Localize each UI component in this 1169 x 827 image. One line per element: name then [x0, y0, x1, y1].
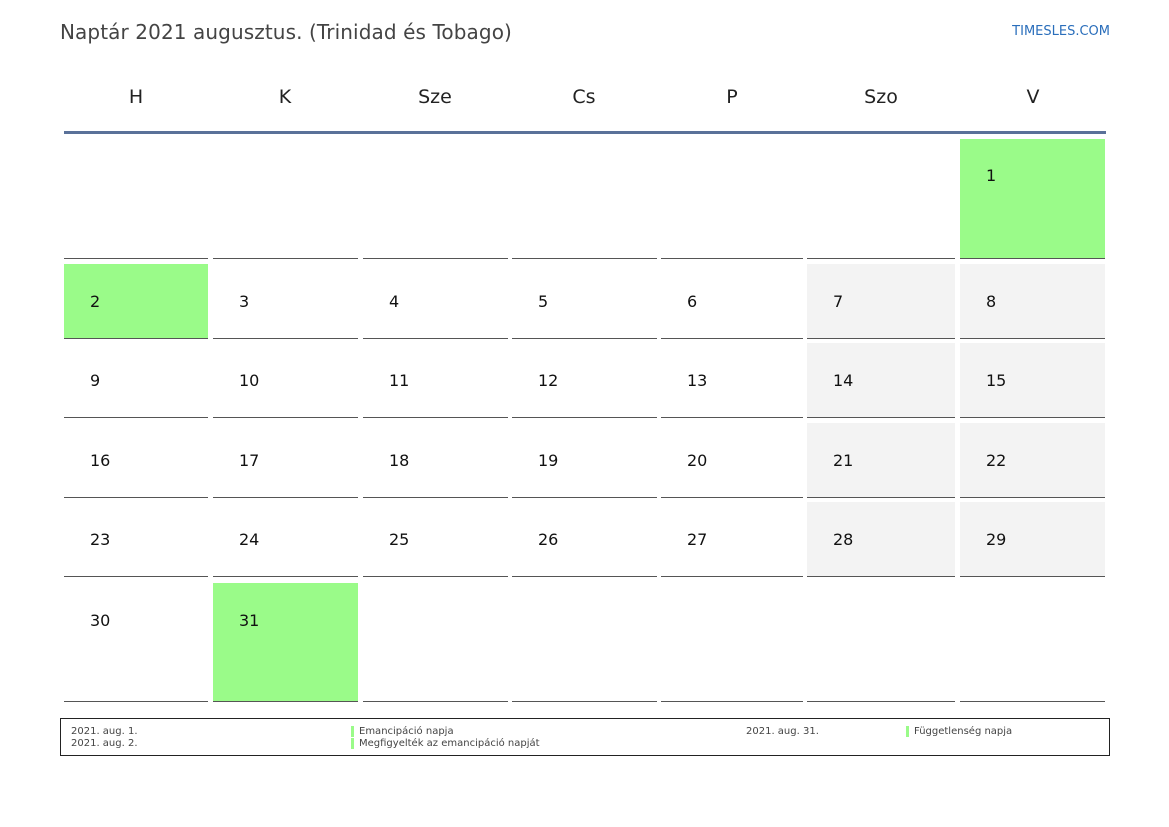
day-cell[interactable]: 3 [213, 264, 358, 339]
day-cell[interactable]: 12 [512, 343, 657, 418]
legend-date: 2021. aug. 31. [746, 726, 819, 737]
legend-holiday-name: Emancipáció napja [351, 726, 454, 737]
day-number: 5 [538, 292, 549, 311]
header-divider [64, 131, 1106, 134]
weekday-header: H K Sze Cs P Szo V [60, 86, 1109, 114]
empty-day-cell [213, 139, 358, 259]
day-number: 9 [90, 371, 101, 390]
day-number: 19 [538, 451, 559, 470]
day-cell[interactable]: 26 [512, 502, 657, 577]
day-number: 14 [833, 371, 854, 390]
legend-holiday-name: Megfigyelték az emancipáció napját [351, 738, 540, 749]
weekday-label: H [128, 86, 144, 108]
empty-day-cell [661, 139, 803, 259]
day-number: 29 [986, 530, 1007, 549]
day-number: 28 [833, 530, 854, 549]
day-number: 25 [389, 530, 410, 549]
day-number: 4 [389, 292, 400, 311]
empty-day-cell [363, 583, 508, 702]
empty-day-cell [960, 583, 1105, 702]
day-cell[interactable]: 27 [661, 502, 803, 577]
day-cell[interactable]: 11 [363, 343, 508, 418]
day-number: 6 [687, 292, 698, 311]
empty-day-cell [64, 139, 208, 259]
day-cell[interactable]: 13 [661, 343, 803, 418]
weekday-label: P [726, 86, 738, 108]
day-cell[interactable]: 10 [213, 343, 358, 418]
day-number: 22 [986, 451, 1007, 470]
empty-day-cell [661, 583, 803, 702]
weekday-label: Sze [418, 86, 452, 108]
weekday-label: Cs [572, 86, 596, 108]
empty-day-cell [363, 139, 508, 259]
empty-day-cell [512, 583, 657, 702]
day-cell[interactable]: 8 [960, 264, 1105, 339]
weekday-label: V [1026, 86, 1040, 108]
day-cell[interactable]: 21 [807, 423, 955, 498]
day-number: 26 [538, 530, 559, 549]
day-number: 11 [389, 371, 410, 390]
brand-link[interactable]: TIMESLES.COM [1012, 24, 1110, 39]
day-cell[interactable]: 17 [213, 423, 358, 498]
day-cell[interactable]: 7 [807, 264, 955, 339]
day-number: 30 [90, 611, 111, 630]
weekday-label: Szo [864, 86, 898, 108]
day-cell[interactable]: 15 [960, 343, 1105, 418]
day-number: 15 [986, 371, 1007, 390]
day-cell[interactable]: 30 [64, 583, 208, 702]
day-number: 27 [687, 530, 708, 549]
day-number: 20 [687, 451, 708, 470]
page-title: Naptár 2021 augusztus. (Trinidad és Toba… [60, 20, 512, 44]
day-number: 2 [90, 292, 101, 311]
holiday-legend: 2021. aug. 1. 2021. aug. 2. Emancipáció … [60, 718, 1110, 756]
weekday-label: K [278, 86, 292, 108]
day-number: 1 [986, 166, 997, 185]
empty-day-cell [807, 583, 955, 702]
day-number: 18 [389, 451, 410, 470]
day-cell[interactable]: 14 [807, 343, 955, 418]
day-cell[interactable]: 25 [363, 502, 508, 577]
day-cell[interactable]: 24 [213, 502, 358, 577]
day-cell[interactable]: 20 [661, 423, 803, 498]
day-cell[interactable]: 2 [64, 264, 208, 339]
day-cell[interactable]: 5 [512, 264, 657, 339]
legend-date: 2021. aug. 1. [71, 726, 138, 737]
day-number: 13 [687, 371, 708, 390]
day-cell[interactable]: 1 [960, 139, 1105, 259]
day-cell[interactable]: 6 [661, 264, 803, 339]
day-number: 17 [239, 451, 260, 470]
day-cell[interactable]: 29 [960, 502, 1105, 577]
day-cell[interactable]: 4 [363, 264, 508, 339]
legend-date: 2021. aug. 2. [71, 738, 138, 749]
empty-day-cell [512, 139, 657, 259]
day-number: 16 [90, 451, 111, 470]
day-number: 23 [90, 530, 111, 549]
day-cell[interactable]: 18 [363, 423, 508, 498]
day-number: 3 [239, 292, 250, 311]
day-cell[interactable]: 16 [64, 423, 208, 498]
day-number: 10 [239, 371, 260, 390]
day-number: 7 [833, 292, 844, 311]
day-cell[interactable]: 23 [64, 502, 208, 577]
empty-day-cell [807, 139, 955, 259]
day-number: 21 [833, 451, 854, 470]
day-number: 8 [986, 292, 997, 311]
legend-holiday-name: Függetlenség napja [906, 726, 1012, 737]
day-cell[interactable]: 9 [64, 343, 208, 418]
day-number: 24 [239, 530, 260, 549]
day-cell[interactable]: 19 [512, 423, 657, 498]
day-number: 12 [538, 371, 559, 390]
day-cell[interactable]: 31 [213, 583, 358, 702]
day-number: 31 [239, 611, 260, 630]
day-cell[interactable]: 28 [807, 502, 955, 577]
day-cell[interactable]: 22 [960, 423, 1105, 498]
